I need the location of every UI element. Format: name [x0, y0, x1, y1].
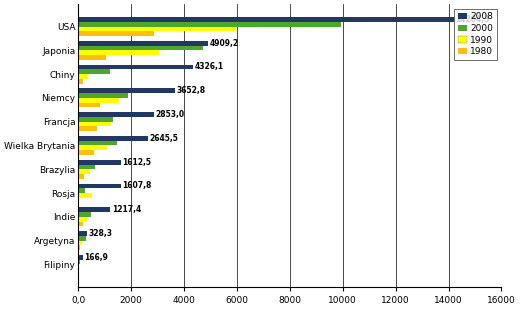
Bar — [78, 103, 100, 108]
Bar — [78, 174, 84, 179]
Bar — [78, 93, 128, 98]
Bar — [78, 65, 192, 69]
Bar — [78, 88, 175, 93]
Text: 4326,1: 4326,1 — [194, 62, 224, 71]
Bar — [78, 207, 110, 212]
Bar — [78, 136, 148, 141]
Text: 1217,4: 1217,4 — [112, 205, 141, 214]
Bar — [78, 27, 236, 31]
Text: 4909,2: 4909,2 — [210, 39, 239, 48]
Bar — [78, 236, 86, 241]
Bar — [78, 212, 91, 217]
Bar — [78, 241, 82, 245]
Bar — [78, 141, 118, 146]
Bar — [78, 126, 97, 131]
Bar — [78, 146, 107, 150]
Bar — [78, 255, 83, 260]
Bar — [78, 193, 92, 198]
Bar — [78, 50, 159, 55]
Bar — [78, 269, 79, 274]
Bar — [78, 188, 85, 193]
Bar — [78, 55, 107, 60]
Bar — [78, 160, 121, 164]
Bar — [78, 245, 80, 250]
Bar — [78, 74, 88, 79]
Bar — [78, 45, 203, 50]
Legend: 2008, 2000, 1990, 1980: 2008, 2000, 1990, 1980 — [454, 9, 497, 60]
Bar — [78, 164, 95, 169]
Bar — [78, 222, 83, 226]
Text: 14204,3: 14204,3 — [456, 15, 490, 24]
Bar — [78, 260, 80, 265]
Bar — [78, 69, 110, 74]
Text: 1612,5: 1612,5 — [122, 158, 151, 167]
Text: 1607,8: 1607,8 — [122, 181, 152, 190]
Bar — [78, 31, 154, 36]
Bar — [78, 217, 87, 222]
Bar — [78, 231, 87, 236]
Text: 2645,5: 2645,5 — [150, 134, 179, 143]
Bar — [78, 265, 80, 269]
Bar — [78, 17, 454, 22]
Bar — [78, 41, 208, 45]
Bar — [78, 112, 154, 117]
Text: 166,9: 166,9 — [84, 253, 108, 262]
Text: 328,3: 328,3 — [88, 229, 112, 238]
Bar — [78, 79, 83, 84]
Bar — [78, 122, 111, 126]
Bar — [78, 98, 119, 103]
Bar — [78, 117, 113, 122]
Text: 3652,8: 3652,8 — [176, 86, 205, 95]
Bar — [78, 184, 121, 188]
Bar — [78, 169, 90, 174]
Bar — [78, 22, 342, 27]
Bar — [78, 150, 94, 155]
Text: 2853,0: 2853,0 — [155, 110, 185, 119]
